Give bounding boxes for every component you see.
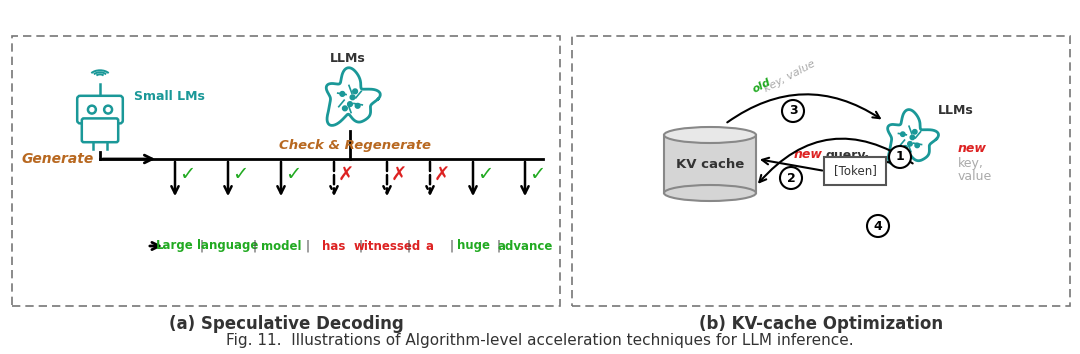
Text: 2: 2: [786, 171, 795, 184]
Text: Generate: Generate: [22, 152, 94, 166]
Text: LLMs: LLMs: [939, 104, 974, 118]
Circle shape: [90, 108, 94, 112]
Text: old: old: [751, 77, 773, 95]
Ellipse shape: [664, 127, 756, 143]
Circle shape: [780, 167, 802, 189]
Text: |: |: [406, 240, 410, 252]
Polygon shape: [326, 68, 380, 125]
Text: key, value: key, value: [762, 58, 818, 94]
Polygon shape: [888, 110, 939, 164]
Text: 1: 1: [895, 150, 904, 164]
Circle shape: [340, 92, 345, 96]
Text: witnessed: witnessed: [353, 240, 420, 252]
Circle shape: [867, 215, 889, 237]
Circle shape: [889, 146, 912, 168]
Circle shape: [903, 145, 907, 150]
Text: a: a: [426, 240, 434, 252]
Polygon shape: [664, 135, 756, 193]
Text: value: value: [958, 171, 993, 183]
Text: Large: Large: [157, 240, 194, 252]
Circle shape: [782, 100, 804, 122]
Circle shape: [910, 135, 915, 139]
Text: huge: huge: [457, 240, 489, 252]
Text: (a) Speculative Decoding: (a) Speculative Decoding: [168, 315, 403, 333]
Circle shape: [913, 130, 917, 134]
FancyBboxPatch shape: [77, 96, 123, 124]
Circle shape: [355, 103, 360, 108]
Text: advance: advance: [497, 240, 553, 252]
Text: ✗: ✗: [338, 166, 354, 184]
Circle shape: [104, 105, 112, 114]
Text: Check & Regenerate: Check & Regenerate: [279, 139, 431, 152]
Text: query: query: [825, 148, 865, 161]
Text: ✗: ✗: [391, 166, 407, 184]
Text: (b) KV-cache Optimization: (b) KV-cache Optimization: [699, 315, 943, 333]
Text: has: has: [322, 240, 346, 252]
Text: ✓: ✓: [529, 166, 545, 184]
Circle shape: [915, 143, 919, 148]
Text: Small LMs: Small LMs: [134, 90, 205, 103]
Circle shape: [353, 89, 357, 94]
Text: |: |: [253, 240, 257, 252]
Text: LLMs: LLMs: [330, 52, 366, 65]
Text: |: |: [359, 240, 363, 252]
Text: model: model: [260, 240, 301, 252]
Text: |: |: [200, 240, 203, 252]
Circle shape: [901, 132, 905, 136]
FancyBboxPatch shape: [824, 157, 886, 185]
Text: ✓: ✓: [477, 166, 494, 184]
Text: 3: 3: [788, 104, 797, 118]
Circle shape: [350, 95, 355, 100]
Text: ✓: ✓: [179, 166, 195, 184]
Text: ✓: ✓: [285, 166, 301, 184]
Circle shape: [348, 102, 352, 107]
Circle shape: [106, 108, 110, 112]
Text: |: |: [449, 240, 454, 252]
Text: new: new: [958, 143, 987, 155]
Text: [Token]: [Token]: [834, 165, 877, 177]
Circle shape: [342, 106, 348, 111]
Ellipse shape: [664, 185, 756, 201]
Text: language: language: [198, 240, 259, 252]
Text: new: new: [793, 148, 822, 161]
Text: Fig. 11.  Illustrations of Algorithm-level acceleration techniques for LLM infer: Fig. 11. Illustrations of Algorithm-leve…: [226, 332, 854, 348]
Text: ✗: ✗: [434, 166, 450, 184]
Text: 4: 4: [874, 219, 882, 233]
Circle shape: [908, 142, 913, 146]
Text: KV cache: KV cache: [676, 158, 744, 171]
Text: |: |: [497, 240, 501, 252]
FancyBboxPatch shape: [82, 118, 118, 142]
Circle shape: [87, 105, 96, 114]
Text: |: |: [306, 240, 310, 252]
Text: ✓: ✓: [232, 166, 248, 184]
Text: key,: key,: [958, 156, 984, 170]
